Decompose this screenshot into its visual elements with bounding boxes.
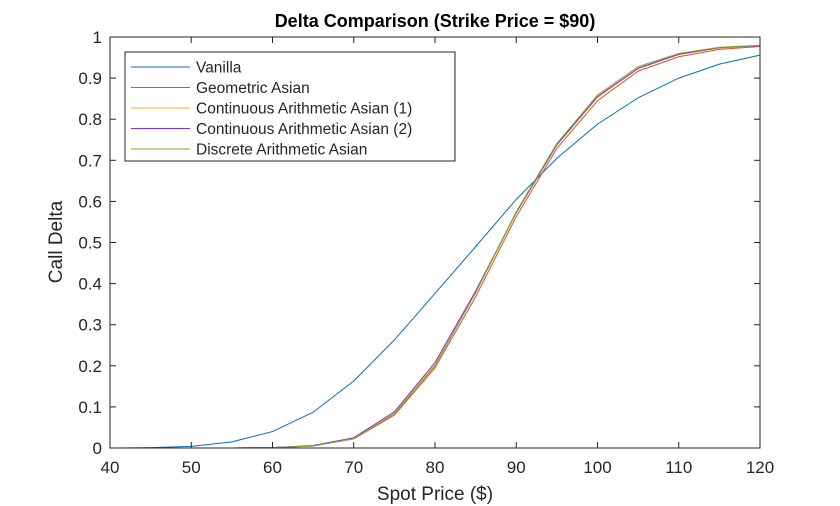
legend-label: Discrete Arithmetic Asian <box>196 142 367 159</box>
y-tick-label: 0.1 <box>78 398 102 417</box>
x-tick-label: 80 <box>426 458 445 477</box>
y-tick-label: 1 <box>93 28 102 47</box>
y-tick-label: 0.9 <box>78 69 102 88</box>
y-tick-label: 0.6 <box>78 192 102 211</box>
y-tick-label: 0.3 <box>78 316 102 335</box>
legend-label: Vanilla <box>196 60 242 77</box>
x-tick-label: 70 <box>344 458 363 477</box>
x-tick-label: 60 <box>263 458 282 477</box>
series-line-1 <box>109 54 761 449</box>
x-axis-label: Spot Price ($) <box>377 484 493 505</box>
y-tick-label: 0.8 <box>78 110 102 129</box>
legend-box <box>124 51 456 162</box>
x-tick-label: 110 <box>665 458 692 477</box>
x-tick-label: 40 <box>101 458 120 477</box>
legend-label: Geometric Asian <box>196 80 310 97</box>
chart-title: Delta Comparison (Strike Price = $90) <box>275 11 596 31</box>
y-tick-label: 0.4 <box>78 275 102 294</box>
x-tick-label: 50 <box>182 458 201 477</box>
y-axis-label: Call Delta <box>46 200 67 283</box>
x-tick-label: 90 <box>507 458 526 477</box>
legend-label: Continuous Arithmetic Asian (2) <box>196 121 412 138</box>
x-tick-label: 100 <box>583 458 611 477</box>
y-tick-label: 0.7 <box>78 151 102 170</box>
y-tick-label: 0 <box>93 439 102 458</box>
x-tick-label: 120 <box>746 458 774 477</box>
legend: Vanilla Geometric Asian Continuous Arithme… <box>124 51 456 162</box>
legend-label: Continuous Arithmetic Asian (1) <box>196 101 412 118</box>
y-tick-label: 0.2 <box>78 357 102 376</box>
y-tick-label: 0.5 <box>78 234 102 253</box>
